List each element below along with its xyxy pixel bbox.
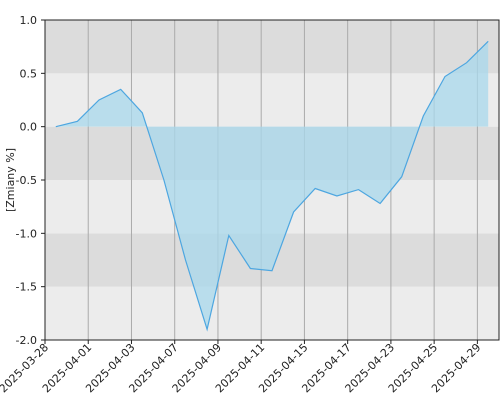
plot-border [44, 19, 500, 341]
y-tick-label: 0.0 [20, 121, 38, 134]
line [55, 40, 489, 332]
plot-band [45, 20, 499, 74]
y-tick-label: -2.0 [16, 334, 37, 347]
y-tick-label: -0.5 [16, 174, 37, 187]
y-axis-label: [Zmiany %] [4, 148, 17, 212]
plot-band [45, 286, 499, 340]
y-tick-label: 1.0 [20, 14, 38, 27]
y-tick-label: 0.5 [20, 67, 38, 80]
area-fill [55, 41, 489, 330]
y-tick-label: -1.5 [16, 281, 37, 294]
y-tick-label: -1.0 [16, 227, 37, 240]
